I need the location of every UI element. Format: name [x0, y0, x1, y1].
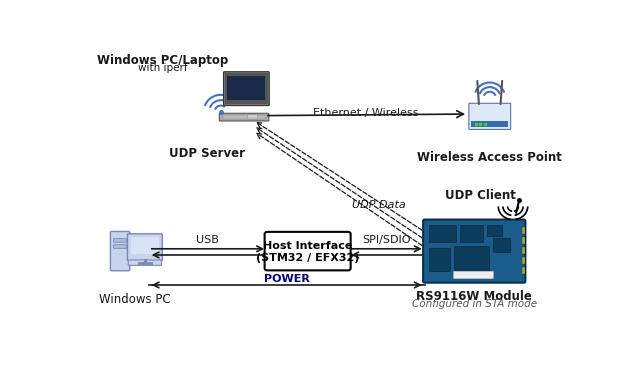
FancyBboxPatch shape: [128, 234, 162, 261]
Bar: [521, 257, 525, 264]
FancyBboxPatch shape: [114, 245, 126, 248]
FancyBboxPatch shape: [265, 232, 351, 270]
FancyBboxPatch shape: [225, 73, 268, 104]
FancyBboxPatch shape: [459, 225, 483, 242]
Text: USB: USB: [197, 235, 219, 245]
FancyBboxPatch shape: [114, 238, 126, 242]
FancyBboxPatch shape: [454, 272, 493, 279]
FancyBboxPatch shape: [454, 246, 489, 270]
Text: UDP Data: UDP Data: [352, 200, 406, 210]
Text: Configured in STA mode: Configured in STA mode: [411, 299, 537, 309]
FancyBboxPatch shape: [228, 76, 265, 100]
Text: Ethernet / Wireless: Ethernet / Wireless: [313, 107, 418, 117]
Text: Windows PC: Windows PC: [99, 294, 171, 307]
FancyBboxPatch shape: [248, 115, 257, 119]
FancyBboxPatch shape: [224, 72, 269, 106]
Bar: [521, 267, 525, 274]
Text: POWER: POWER: [264, 274, 310, 284]
Text: (STM32 / EFX32): (STM32 / EFX32): [256, 253, 360, 263]
FancyBboxPatch shape: [428, 248, 450, 271]
Text: UDP Client: UDP Client: [445, 189, 516, 202]
Text: UDP Server: UDP Server: [169, 147, 245, 160]
FancyBboxPatch shape: [219, 113, 269, 121]
FancyBboxPatch shape: [487, 225, 502, 236]
FancyBboxPatch shape: [493, 238, 510, 252]
Text: Wireless Access Point: Wireless Access Point: [417, 151, 562, 164]
Text: Windows PC/Laptop: Windows PC/Laptop: [97, 54, 228, 67]
FancyBboxPatch shape: [471, 121, 508, 127]
FancyBboxPatch shape: [223, 115, 265, 119]
Text: SPI/SDIO: SPI/SDIO: [362, 235, 411, 245]
FancyBboxPatch shape: [128, 260, 162, 265]
Bar: [521, 237, 525, 244]
Bar: [521, 227, 525, 234]
FancyBboxPatch shape: [469, 103, 511, 129]
FancyBboxPatch shape: [131, 237, 159, 254]
FancyBboxPatch shape: [423, 220, 525, 283]
Bar: [521, 247, 525, 254]
FancyBboxPatch shape: [428, 225, 456, 242]
Text: RS9116W Module: RS9116W Module: [416, 289, 532, 303]
Text: with iperf: with iperf: [138, 63, 188, 73]
Text: Host Interface: Host Interface: [263, 241, 352, 251]
FancyBboxPatch shape: [111, 232, 130, 271]
